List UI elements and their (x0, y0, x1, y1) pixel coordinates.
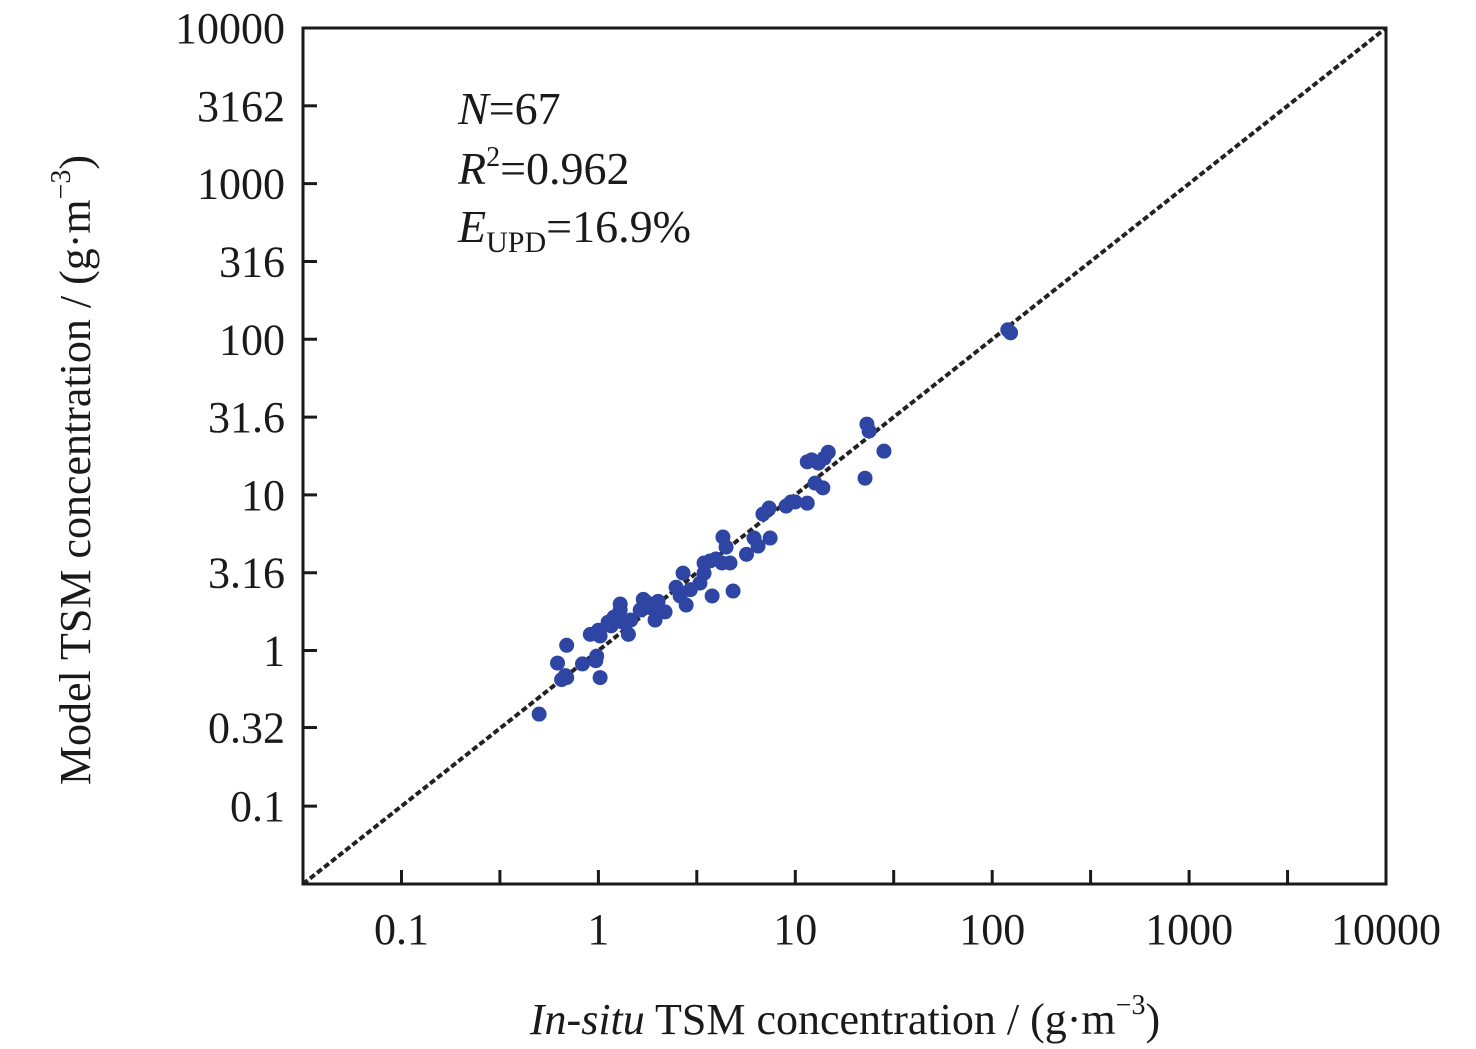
data-point (531, 706, 547, 722)
data-point (876, 443, 892, 459)
y-tick-label: 31.6 (208, 393, 285, 442)
data-point (725, 583, 741, 599)
y-tick-label: 10 (241, 471, 285, 520)
data-point (820, 444, 836, 460)
data-point (857, 470, 873, 486)
annotation-n-var: N (457, 83, 491, 134)
x-axis-title-italic: In-situ (529, 995, 645, 1044)
y-tick-label: 10000 (175, 4, 285, 53)
data-point (603, 618, 619, 634)
data-point (762, 530, 778, 546)
y-axis-title-text: Model TSM concentration / (g·m (51, 199, 100, 785)
x-axis-title-close: ) (1145, 995, 1160, 1044)
plot-frame (301, 26, 1388, 886)
x-tick-label: 1 (587, 905, 609, 954)
y-tick-label: 3.16 (208, 549, 285, 598)
annotation-r2: R2=0.962 (457, 142, 630, 194)
data-point (738, 546, 754, 562)
data-point (647, 612, 663, 628)
annotation-n-value: =67 (489, 83, 561, 134)
data-point (620, 626, 636, 642)
data-point (650, 593, 666, 609)
x-tick-label: 10000 (1331, 905, 1441, 954)
data-point (559, 637, 575, 653)
y-tick-label: 0.32 (208, 704, 285, 753)
data-point (574, 656, 590, 672)
annotation-eupd-sub: UPD (486, 226, 546, 259)
data-point (550, 655, 566, 671)
annotation-n: N=67 (457, 83, 561, 134)
data-point (861, 423, 877, 439)
data-point (612, 596, 628, 612)
annotation-eupd-value: =16.9% (546, 201, 691, 252)
data-point (675, 565, 691, 581)
data-point (761, 500, 777, 516)
one-to-one-line (301, 26, 1388, 886)
x-tick-label: 0.1 (374, 905, 429, 954)
data-point (815, 480, 831, 496)
annotation-eupd: EUPD=16.9% (457, 201, 691, 259)
y-tick-label: 1 (263, 627, 285, 676)
annotation-r2-sup: 2 (486, 142, 500, 173)
annotation-r2-value: =0.962 (500, 143, 629, 194)
x-axis-title-text: TSM concentration / (g·m (645, 995, 1116, 1044)
y-tick-label: 0.1 (230, 782, 285, 831)
y-tick-label: 316 (219, 237, 285, 286)
x-tick-label: 1000 (1145, 905, 1233, 954)
data-point (804, 452, 820, 468)
y-axis-ticks: 0.1 0.32 1 3.16 10 31.6 100 316 1000 3162 10000 (175, 4, 317, 831)
y-tick-label: 100 (219, 315, 285, 364)
data-point (657, 604, 673, 620)
y-axis-title-sup: −3 (46, 170, 77, 200)
data-point (718, 539, 734, 555)
data-points-layer (531, 322, 1019, 722)
data-point (750, 538, 766, 554)
data-point (722, 555, 738, 571)
x-axis-title: In-situ TSM concentration / (g·m−3) (529, 990, 1160, 1044)
x-axis-ticks: 0.1 1 10 100 1000 10000 (374, 870, 1441, 954)
data-point (588, 653, 604, 669)
annotation-eupd-var: E (457, 201, 486, 252)
data-point (592, 670, 608, 686)
data-point (557, 668, 573, 684)
reference-line-layer (301, 26, 1388, 886)
data-point (623, 612, 639, 628)
data-point (592, 628, 608, 644)
y-axis-title-close: ) (51, 155, 100, 170)
y-axis-title: Model TSM concentration / (g·m−3) (46, 155, 100, 785)
x-tick-label: 10 (773, 905, 817, 954)
data-point (682, 582, 698, 598)
data-point (635, 591, 651, 607)
y-tick-label: 1000 (197, 160, 285, 209)
x-axis-title-sup: −3 (1116, 990, 1146, 1021)
data-point (787, 494, 803, 510)
x-tick-label: 100 (959, 905, 1025, 954)
annotation-r2-var: R (457, 143, 486, 194)
data-point (678, 597, 694, 613)
data-point (704, 588, 720, 604)
data-point (799, 495, 815, 511)
data-point (1003, 325, 1019, 341)
y-tick-label: 3162 (197, 82, 285, 131)
